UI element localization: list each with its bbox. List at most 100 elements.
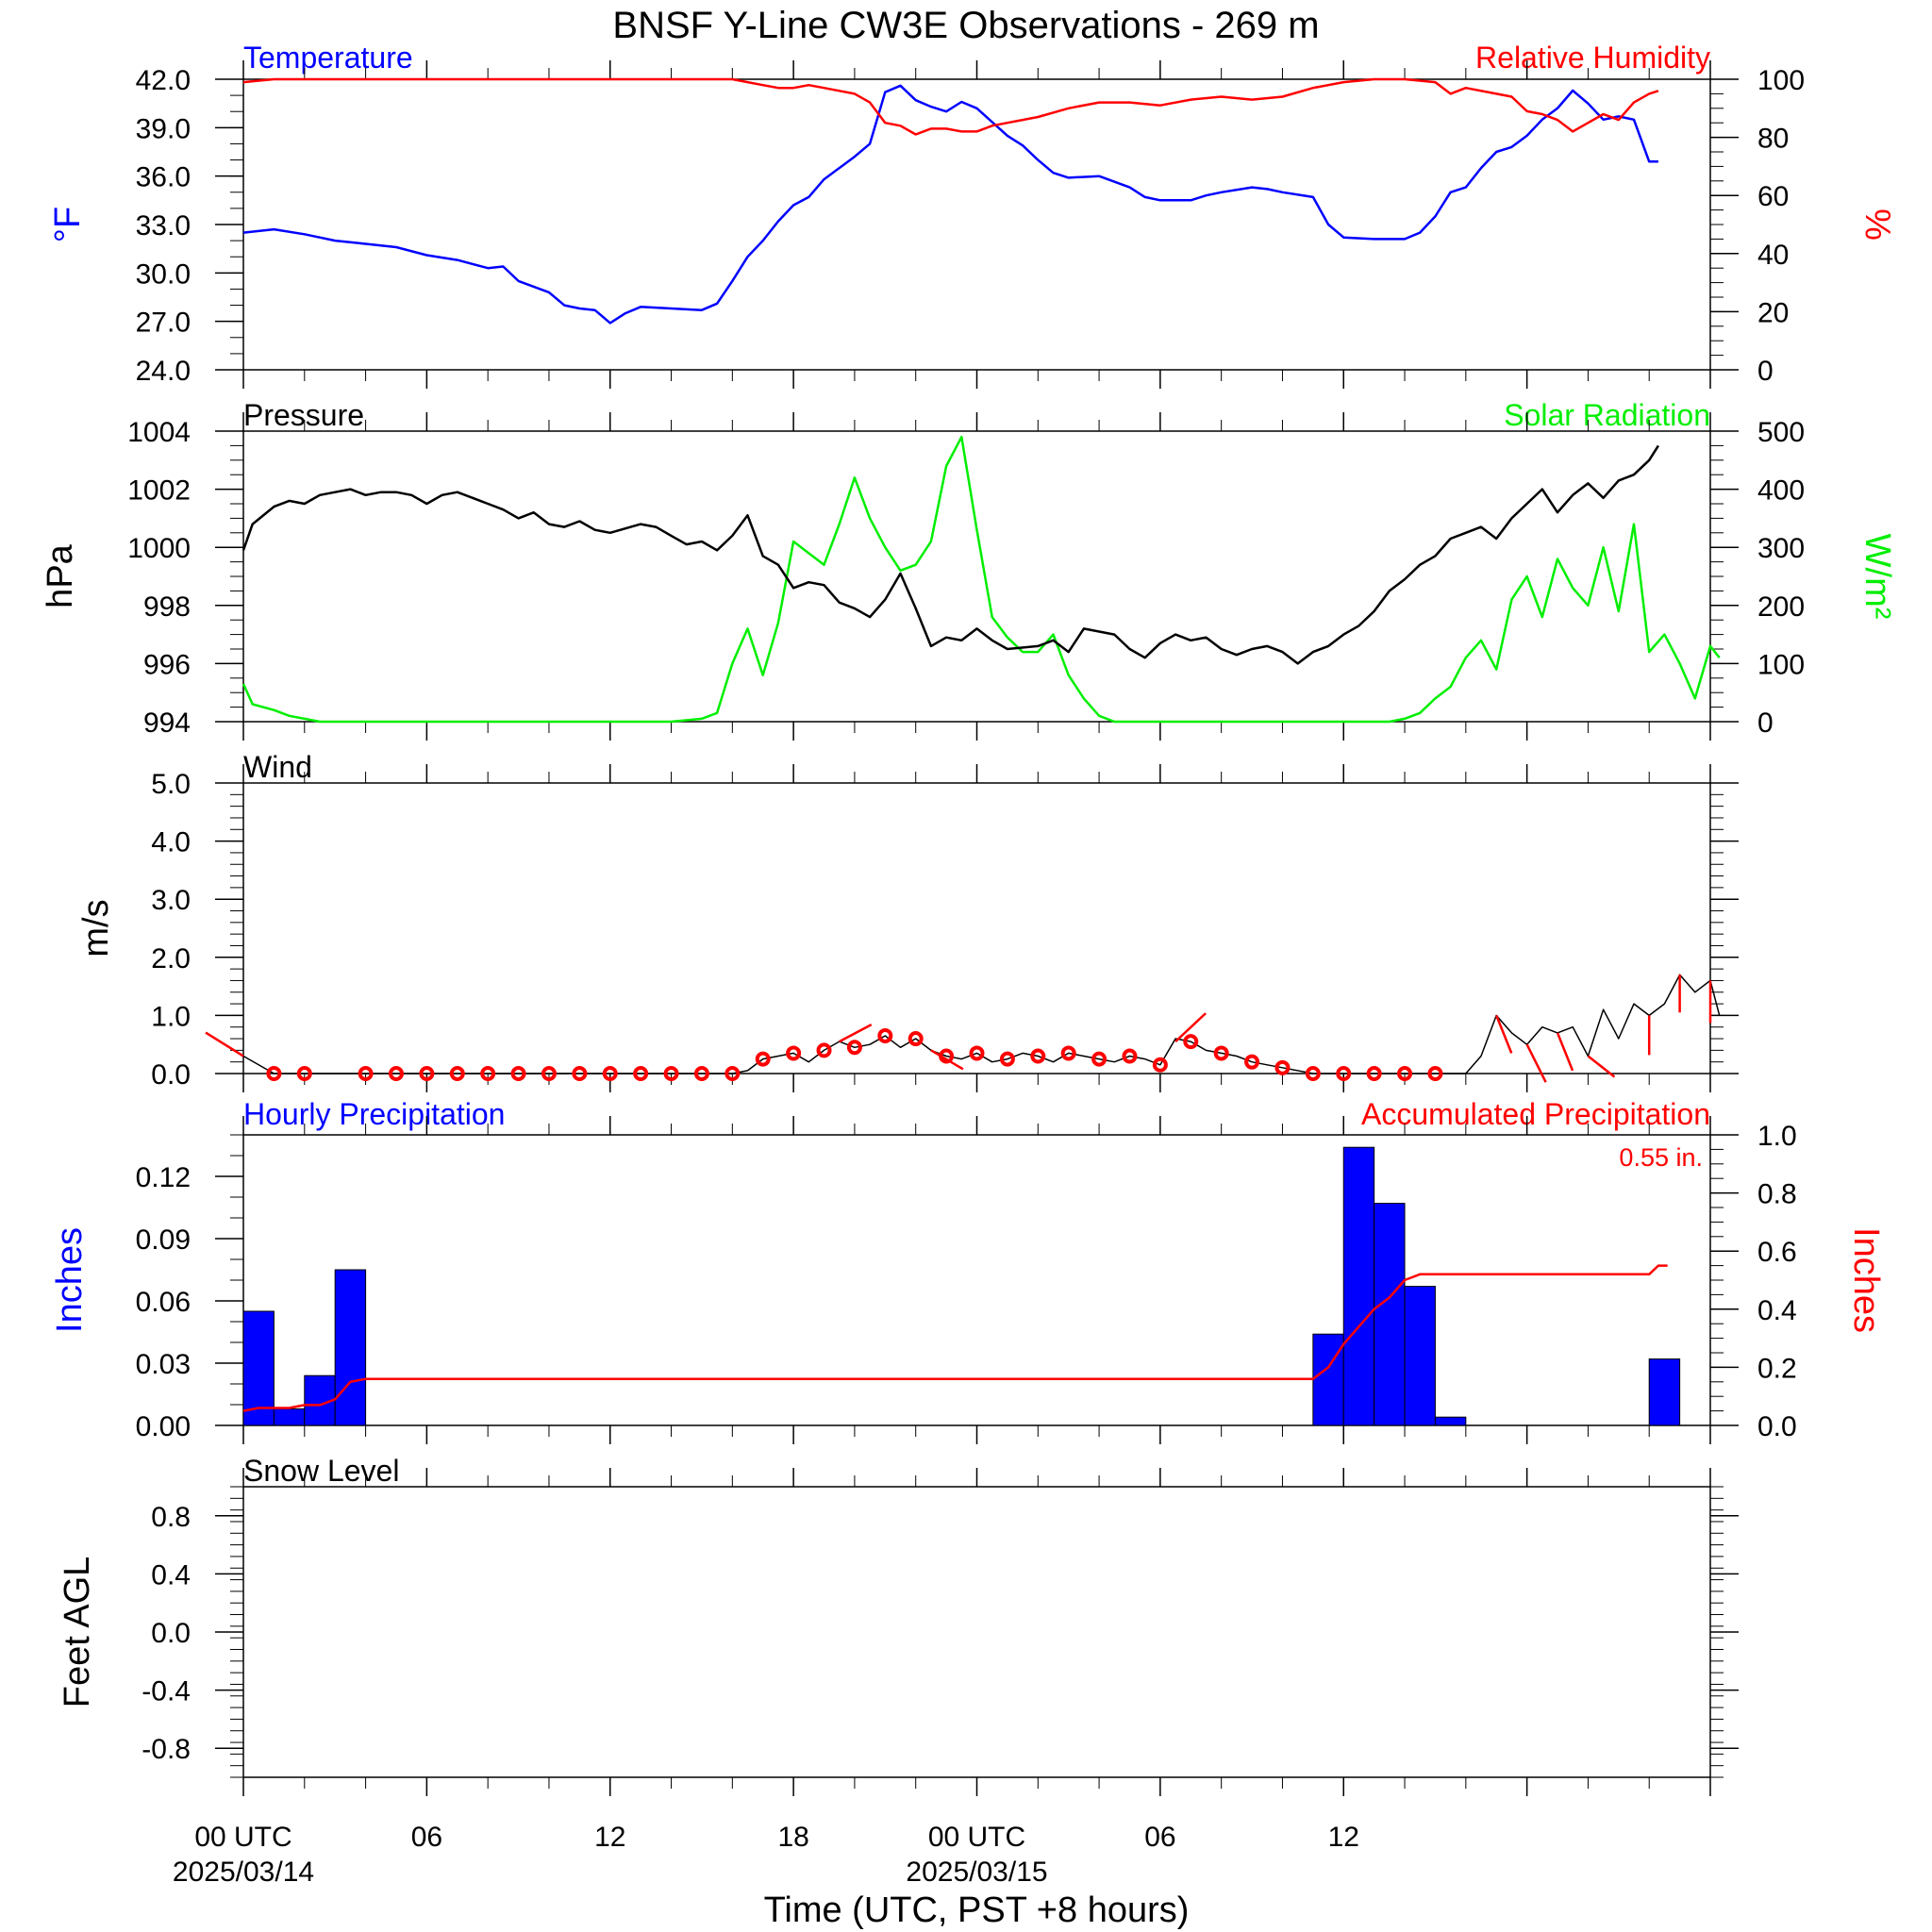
temperature-axis-title: °F: [48, 207, 88, 242]
wind-calm-marker: [541, 1066, 557, 1081]
y-tick-label-right: 100: [1757, 65, 1805, 96]
y-tick-label-right: 0: [1757, 356, 1774, 387]
y-tick-label: 0.8: [151, 1502, 191, 1533]
y-tick-label-right: 400: [1757, 475, 1805, 507]
wind-calm-marker: [1213, 1045, 1229, 1061]
accum-precip-label: Accumulated Precipitation: [1361, 1097, 1710, 1131]
x-tick-label: 00 UTC: [928, 1822, 1025, 1853]
y-ticks-right: 1.0 0.8 0.6 0.4 0.2 0.0: [1710, 1121, 1797, 1442]
wind-axis-title: m/s: [76, 899, 116, 957]
y-tick-label: 0.09: [136, 1224, 191, 1256]
humidity-axis-title: %: [1857, 208, 1897, 241]
panel-temperature-humidity: Temperature Relative Humidity °F % 42.0 3…: [48, 41, 1897, 389]
x-tick-date-label: 2025/03/14: [173, 1857, 314, 1888]
panel-pressure-solar: Pressure Solar Radiation hPa W/m² 100410…: [41, 398, 1897, 741]
wind-calm-marker: [1030, 1048, 1046, 1064]
hourly-precip-bar: [1648, 1358, 1681, 1426]
wind-calm-marker: [419, 1066, 435, 1081]
x-tick-date-label: 2025/03/15: [906, 1857, 1047, 1888]
wind-barb: [839, 1024, 873, 1043]
wind-calm-marker: [1427, 1066, 1443, 1081]
panel-frame: [242, 78, 1711, 371]
y-tick-label-right: 0.2: [1757, 1353, 1797, 1384]
y-tick-label: 24.0: [136, 356, 191, 387]
y-ticks-left: 42.0 39.0 36.0 33.0 30.0 27.0 24.0: [136, 65, 243, 387]
wind-calm-marker: [633, 1066, 649, 1081]
wind-calm-marker: [693, 1066, 709, 1081]
accum-precip-axis-title: Inches: [1846, 1227, 1886, 1333]
pressure-axis-title: hPa: [41, 543, 80, 608]
wind-calm-marker: [908, 1031, 924, 1047]
y-tick-label-right: 500: [1757, 417, 1805, 448]
y-ticks-right: [1710, 782, 1739, 1074]
y-tick-label: 4.0: [151, 827, 191, 858]
wind-calm-marker: [510, 1066, 526, 1081]
panel-frame: [242, 430, 1711, 723]
y-tick-label: 36.0: [136, 162, 191, 193]
x-ticks: [242, 412, 1711, 741]
wind-label: Wind: [243, 750, 312, 784]
y-tick-label-right: 60: [1757, 181, 1789, 212]
y-tick-label: 1002: [127, 475, 191, 507]
y-tick-label: 998: [143, 591, 191, 623]
x-tick-label: 12: [594, 1822, 625, 1853]
figure-title: BNSF Y-Line CW3E Observations - 269 m: [612, 5, 1319, 46]
wind-calm-marker: [480, 1066, 496, 1081]
humidity-label: Relative Humidity: [1475, 41, 1710, 75]
hourly-precip-bar: [1342, 1146, 1375, 1426]
y-tick-label: 3.0: [151, 885, 191, 916]
y-tick-label: 0.06: [136, 1287, 191, 1318]
series-layer: [242, 77, 1659, 325]
y-tick-label: -0.4: [142, 1676, 191, 1707]
y-tick-label: 27.0: [136, 308, 191, 339]
y-tick-label-right: 0.8: [1757, 1179, 1797, 1210]
wind-calm-marker: [786, 1045, 802, 1061]
x-tick-labels: 00 UTC 2025/03/14 06 12 18 00 UTC 2025/03/15 06…: [173, 1822, 1359, 1888]
y-tick-label: 1000: [127, 533, 191, 564]
wind-calm-marker: [388, 1066, 404, 1081]
wind-barb: [1587, 1055, 1616, 1078]
humidity-line: [242, 77, 1659, 136]
y-tick-label: 0.12: [136, 1162, 191, 1193]
solar-radiation-line: [242, 435, 1721, 724]
wind-barb: [1556, 1032, 1574, 1072]
wind-calm-marker: [1305, 1066, 1321, 1081]
wind-barb: [1174, 1012, 1207, 1043]
wind-calm-marker: [816, 1042, 832, 1058]
wind-calm-marker: [572, 1066, 588, 1081]
y-tick-label: 0.0: [151, 1059, 191, 1091]
solar-axis-title: W/m²: [1857, 534, 1897, 620]
y-tick-label-right: 80: [1757, 124, 1789, 155]
pressure-line: [242, 444, 1659, 665]
panel-frame: [242, 1486, 1711, 1778]
wind-calm-marker: [602, 1066, 618, 1081]
y-tick-label-right: 1.0: [1757, 1121, 1797, 1152]
wind-calm-marker: [999, 1051, 1015, 1067]
wind-barb: [1525, 1043, 1547, 1083]
hourly-precip-bar: [1434, 1416, 1467, 1426]
solar-label: Solar Radiation: [1504, 398, 1710, 432]
x-tick-label: 00 UTC: [194, 1822, 291, 1853]
wind-calm-marker: [1091, 1051, 1108, 1067]
y-tick-label: 30.0: [136, 258, 191, 290]
wind-calm-marker: [969, 1045, 985, 1061]
y-ticks-left: 1004 1002 1000 998 996 994: [127, 417, 243, 739]
hourly-precip-bar: [334, 1269, 367, 1426]
y-tick-label-right: 40: [1757, 240, 1789, 271]
wind-calm-marker: [724, 1066, 741, 1081]
panel-precipitation: Hourly Precipitation Accumulated Precipi…: [50, 1097, 1886, 1444]
series-layer: [242, 435, 1721, 724]
y-tick-label: 994: [143, 708, 191, 739]
wind-calm-marker: [266, 1066, 282, 1081]
snow-level-axis-title: Feet AGL: [58, 1557, 97, 1708]
y-tick-label-right: 0.0: [1757, 1411, 1797, 1442]
x-ticks: [242, 1468, 1711, 1796]
wind-calm-marker: [663, 1066, 679, 1081]
y-ticks-right: 100 80 60 40 20 0: [1710, 65, 1805, 387]
x-ticks: [242, 1116, 1711, 1444]
y-tick-label: 5.0: [151, 769, 191, 800]
y-tick-label-right: 200: [1757, 591, 1805, 623]
pressure-label: Pressure: [243, 398, 364, 432]
y-tick-label: 0.03: [136, 1349, 191, 1380]
accum-total-label: 0.55 in.: [1619, 1143, 1703, 1172]
